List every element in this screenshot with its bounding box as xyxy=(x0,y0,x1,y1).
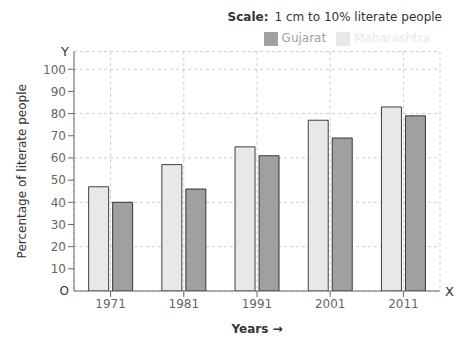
html-text:Maharashtra: Maharashtra xyxy=(354,31,430,45)
svg-text:O: O xyxy=(60,284,69,298)
svg-text:30: 30 xyxy=(51,218,66,232)
svg-text:20: 20 xyxy=(51,240,66,254)
svg-text:1971: 1971 xyxy=(95,297,126,311)
svg-text:40: 40 xyxy=(51,196,66,210)
svg-text:Percentage of literate people: Percentage of literate people xyxy=(15,84,29,258)
html-text:Gujarat: Gujarat xyxy=(281,31,327,45)
svg-text:1981: 1981 xyxy=(169,297,200,311)
svg-text:2001: 2001 xyxy=(315,297,346,311)
svg-text:50: 50 xyxy=(51,173,66,187)
html-text:1 cm to 10% literate people: 1 cm to 10% literate people xyxy=(274,10,442,24)
svg-text:70: 70 xyxy=(51,129,66,143)
svg-text:2011: 2011 xyxy=(388,297,419,311)
svg-text:1991: 1991 xyxy=(242,297,273,311)
svg-text:Years →: Years → xyxy=(230,322,282,336)
svg-text:90: 90 xyxy=(51,85,66,99)
svg-text:X: X xyxy=(445,284,454,299)
svg-text:10: 10 xyxy=(51,262,66,276)
svg-text:Y: Y xyxy=(60,44,69,59)
svg-text:100: 100 xyxy=(43,63,66,77)
svg-text:80: 80 xyxy=(51,107,66,121)
html-text:Scale:: Scale: xyxy=(227,10,269,24)
svg-text:60: 60 xyxy=(51,151,66,165)
